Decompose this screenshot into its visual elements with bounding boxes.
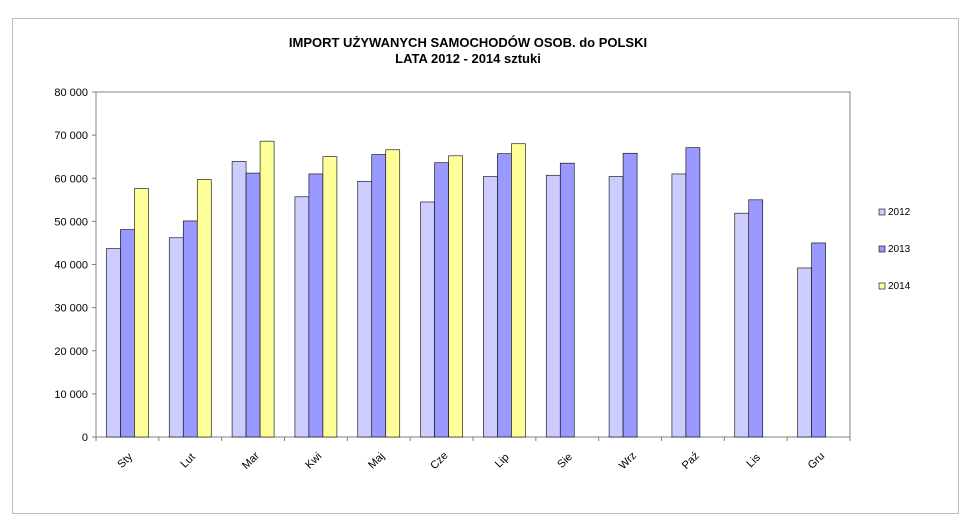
y-tick-label: 30 000 <box>54 303 88 315</box>
bar-2012-Lis <box>734 212 750 438</box>
bar-2014-Cze <box>448 155 463 438</box>
bar-2013-Sie <box>559 162 575 438</box>
bar-2012-Sie <box>545 174 561 438</box>
x-tick-label: Lip <box>493 451 512 470</box>
bar-2014-Kwi <box>322 156 338 438</box>
y-axis: 0 10 000 20 000 30 000 40 000 50 000 60 000 70 … <box>54 87 96 444</box>
bar-2013-Gru <box>811 242 826 438</box>
legend-label-2014: 2014 <box>888 281 911 292</box>
bar-2012-Kwi <box>294 196 310 438</box>
y-tick-label: 80 000 <box>54 87 88 99</box>
bar-2013-Maj <box>371 154 387 438</box>
x-tick-label: Cze <box>428 450 450 472</box>
x-tick-label: Wrz <box>617 450 639 472</box>
chart-subtitle: LATA 2012 - 2014 sztuki <box>395 51 541 66</box>
y-tick-label: 0 <box>82 432 88 444</box>
bar-2012-Wrz <box>608 176 624 438</box>
bar-2013-Paź <box>685 147 701 438</box>
bar-2013-Mar <box>245 172 261 438</box>
legend-swatch-2013 <box>878 245 886 253</box>
x-tick-label: Sie <box>555 451 575 471</box>
bar-2013-Cze <box>434 162 449 438</box>
x-tick-label: Lis <box>744 451 763 470</box>
bars-group <box>106 140 826 438</box>
y-tick-label: 70 000 <box>54 130 88 142</box>
chart-frame: IMPORT UŻYWANYCH SAMOCHODÓW OSOB. do POL… <box>12 18 959 514</box>
x-tick-label: Maj <box>366 450 387 471</box>
bar-chart: IMPORT UŻYWANYCH SAMOCHODÓW OSOB. do POL… <box>54 35 911 472</box>
bar-2013-Lip <box>497 153 512 438</box>
bar-2013-Wrz <box>622 152 638 438</box>
plot-area <box>95 91 851 438</box>
bar-2013-Kwi <box>308 173 324 438</box>
x-axis: Sty Lut Mar Kwi Maj Cze Lip Sie Wrz Paź Lis Gru <box>95 437 851 472</box>
y-tick-label: 40 000 <box>54 260 88 272</box>
legend-label-2013: 2013 <box>888 244 911 255</box>
x-tick-label: Mar <box>240 450 262 472</box>
bar-2012-Lip <box>483 176 498 438</box>
bar-2012-Paź <box>671 173 687 438</box>
legend-label-2012: 2012 <box>888 207 911 218</box>
bar-2012-Sty <box>106 248 121 438</box>
x-tick-label: Paź <box>680 450 702 472</box>
bar-2012-Cze <box>420 201 435 438</box>
bar-2012-Mar <box>231 161 247 438</box>
bar-2014-Maj <box>385 149 401 438</box>
y-tick-label: 10 000 <box>54 389 88 401</box>
legend-swatch-2012 <box>878 208 886 216</box>
bar-2013-Lut <box>182 220 198 438</box>
bar-2013-Sty <box>120 229 135 438</box>
y-tick-label: 60 000 <box>54 173 88 185</box>
y-tick-label: 50 000 <box>54 216 88 228</box>
bar-2014-Lut <box>196 179 212 438</box>
bar-2012-Lut <box>168 237 184 438</box>
bar-2014-Mar <box>259 140 275 438</box>
chart-title: IMPORT UŻYWANYCH SAMOCHODÓW OSOB. do POL… <box>289 35 647 50</box>
x-tick-label: Sty <box>115 451 135 471</box>
x-tick-label: Lut <box>178 451 197 470</box>
bar-2012-Gru <box>797 267 812 438</box>
bar-2014-Sty <box>134 188 149 438</box>
x-tick-label: Kwi <box>303 450 324 471</box>
x-tick-label: Gru <box>806 450 827 471</box>
y-tick-label: 20 000 <box>54 346 88 358</box>
bar-2013-Lis <box>748 199 764 438</box>
legend: 2012 2013 2014 <box>878 207 911 292</box>
bar-2012-Maj <box>357 180 373 438</box>
bar-2014-Lip <box>511 143 526 438</box>
legend-swatch-2014 <box>878 282 886 290</box>
